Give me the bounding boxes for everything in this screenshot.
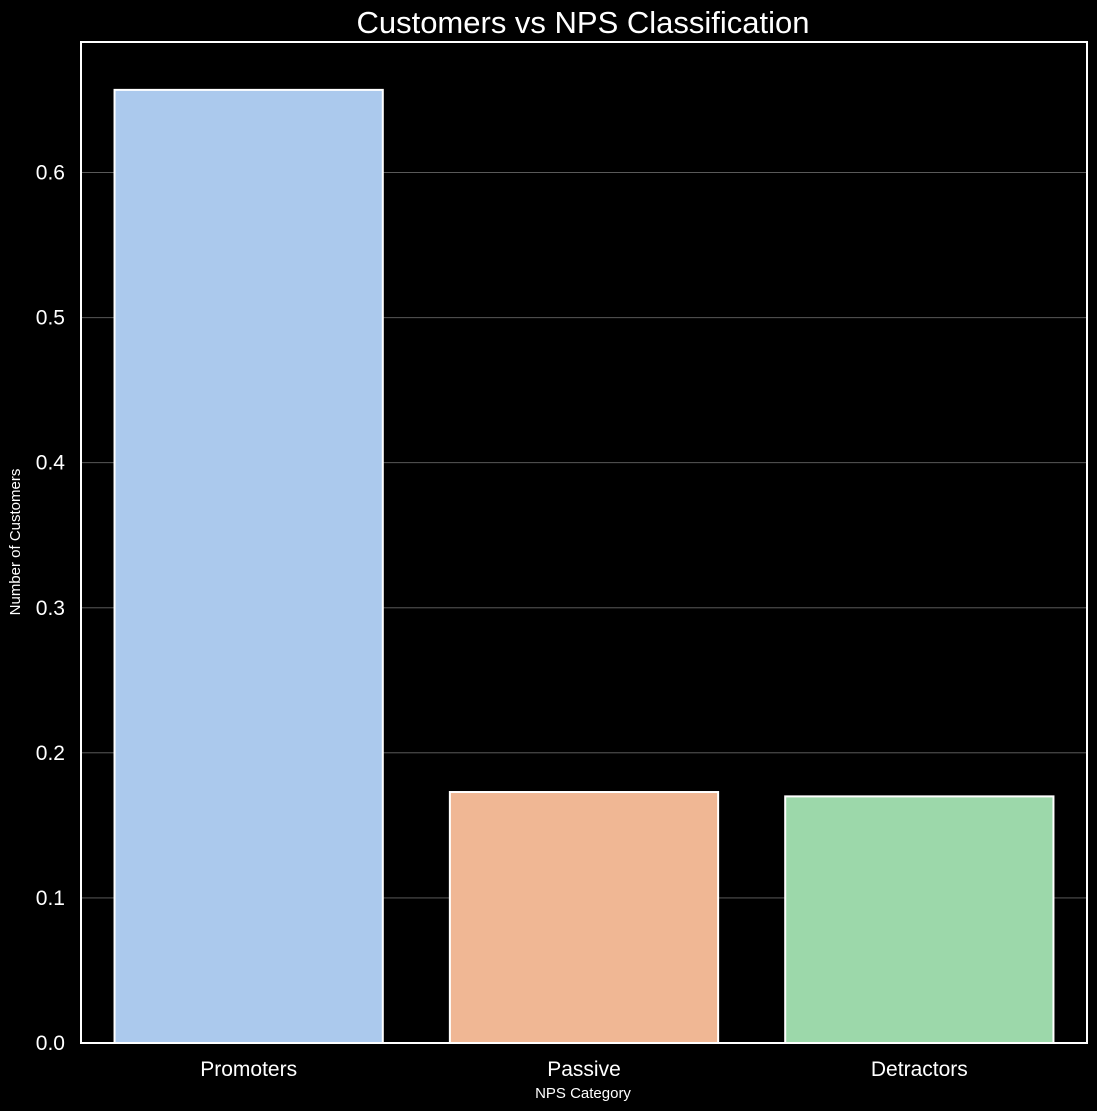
plot-frame bbox=[80, 41, 1088, 1044]
bars bbox=[113, 88, 1055, 1045]
y-tick-label: 0.5 bbox=[36, 307, 65, 330]
y-tick-label: 0.6 bbox=[36, 162, 65, 185]
y-axis-ticks: 0.0 0.1 0.2 0.3 0.4 0.5 0.6 bbox=[36, 162, 66, 1055]
y-tick-label: 0.2 bbox=[36, 742, 65, 765]
y-tick-label: 0.3 bbox=[36, 597, 65, 620]
x-tick-label: Promoters bbox=[200, 1058, 297, 1081]
x-axis-ticks: Promoters Passive Detractors bbox=[200, 1058, 968, 1081]
y-tick-label: 0.1 bbox=[36, 887, 65, 910]
x-tick-label: Passive bbox=[547, 1058, 621, 1081]
y-axis-label: Number of Customers bbox=[7, 469, 24, 616]
x-tick-label: Detractors bbox=[871, 1058, 968, 1081]
chart-title: Customers vs NPS Classification bbox=[356, 5, 809, 40]
bar-detractors bbox=[784, 795, 1055, 1045]
y-tick-label: 0.0 bbox=[36, 1032, 65, 1055]
y-tick-label: 0.4 bbox=[36, 452, 66, 475]
bar-promoters bbox=[113, 88, 384, 1045]
bar-passive bbox=[448, 791, 720, 1045]
x-axis-label: NPS Category bbox=[535, 1085, 631, 1102]
